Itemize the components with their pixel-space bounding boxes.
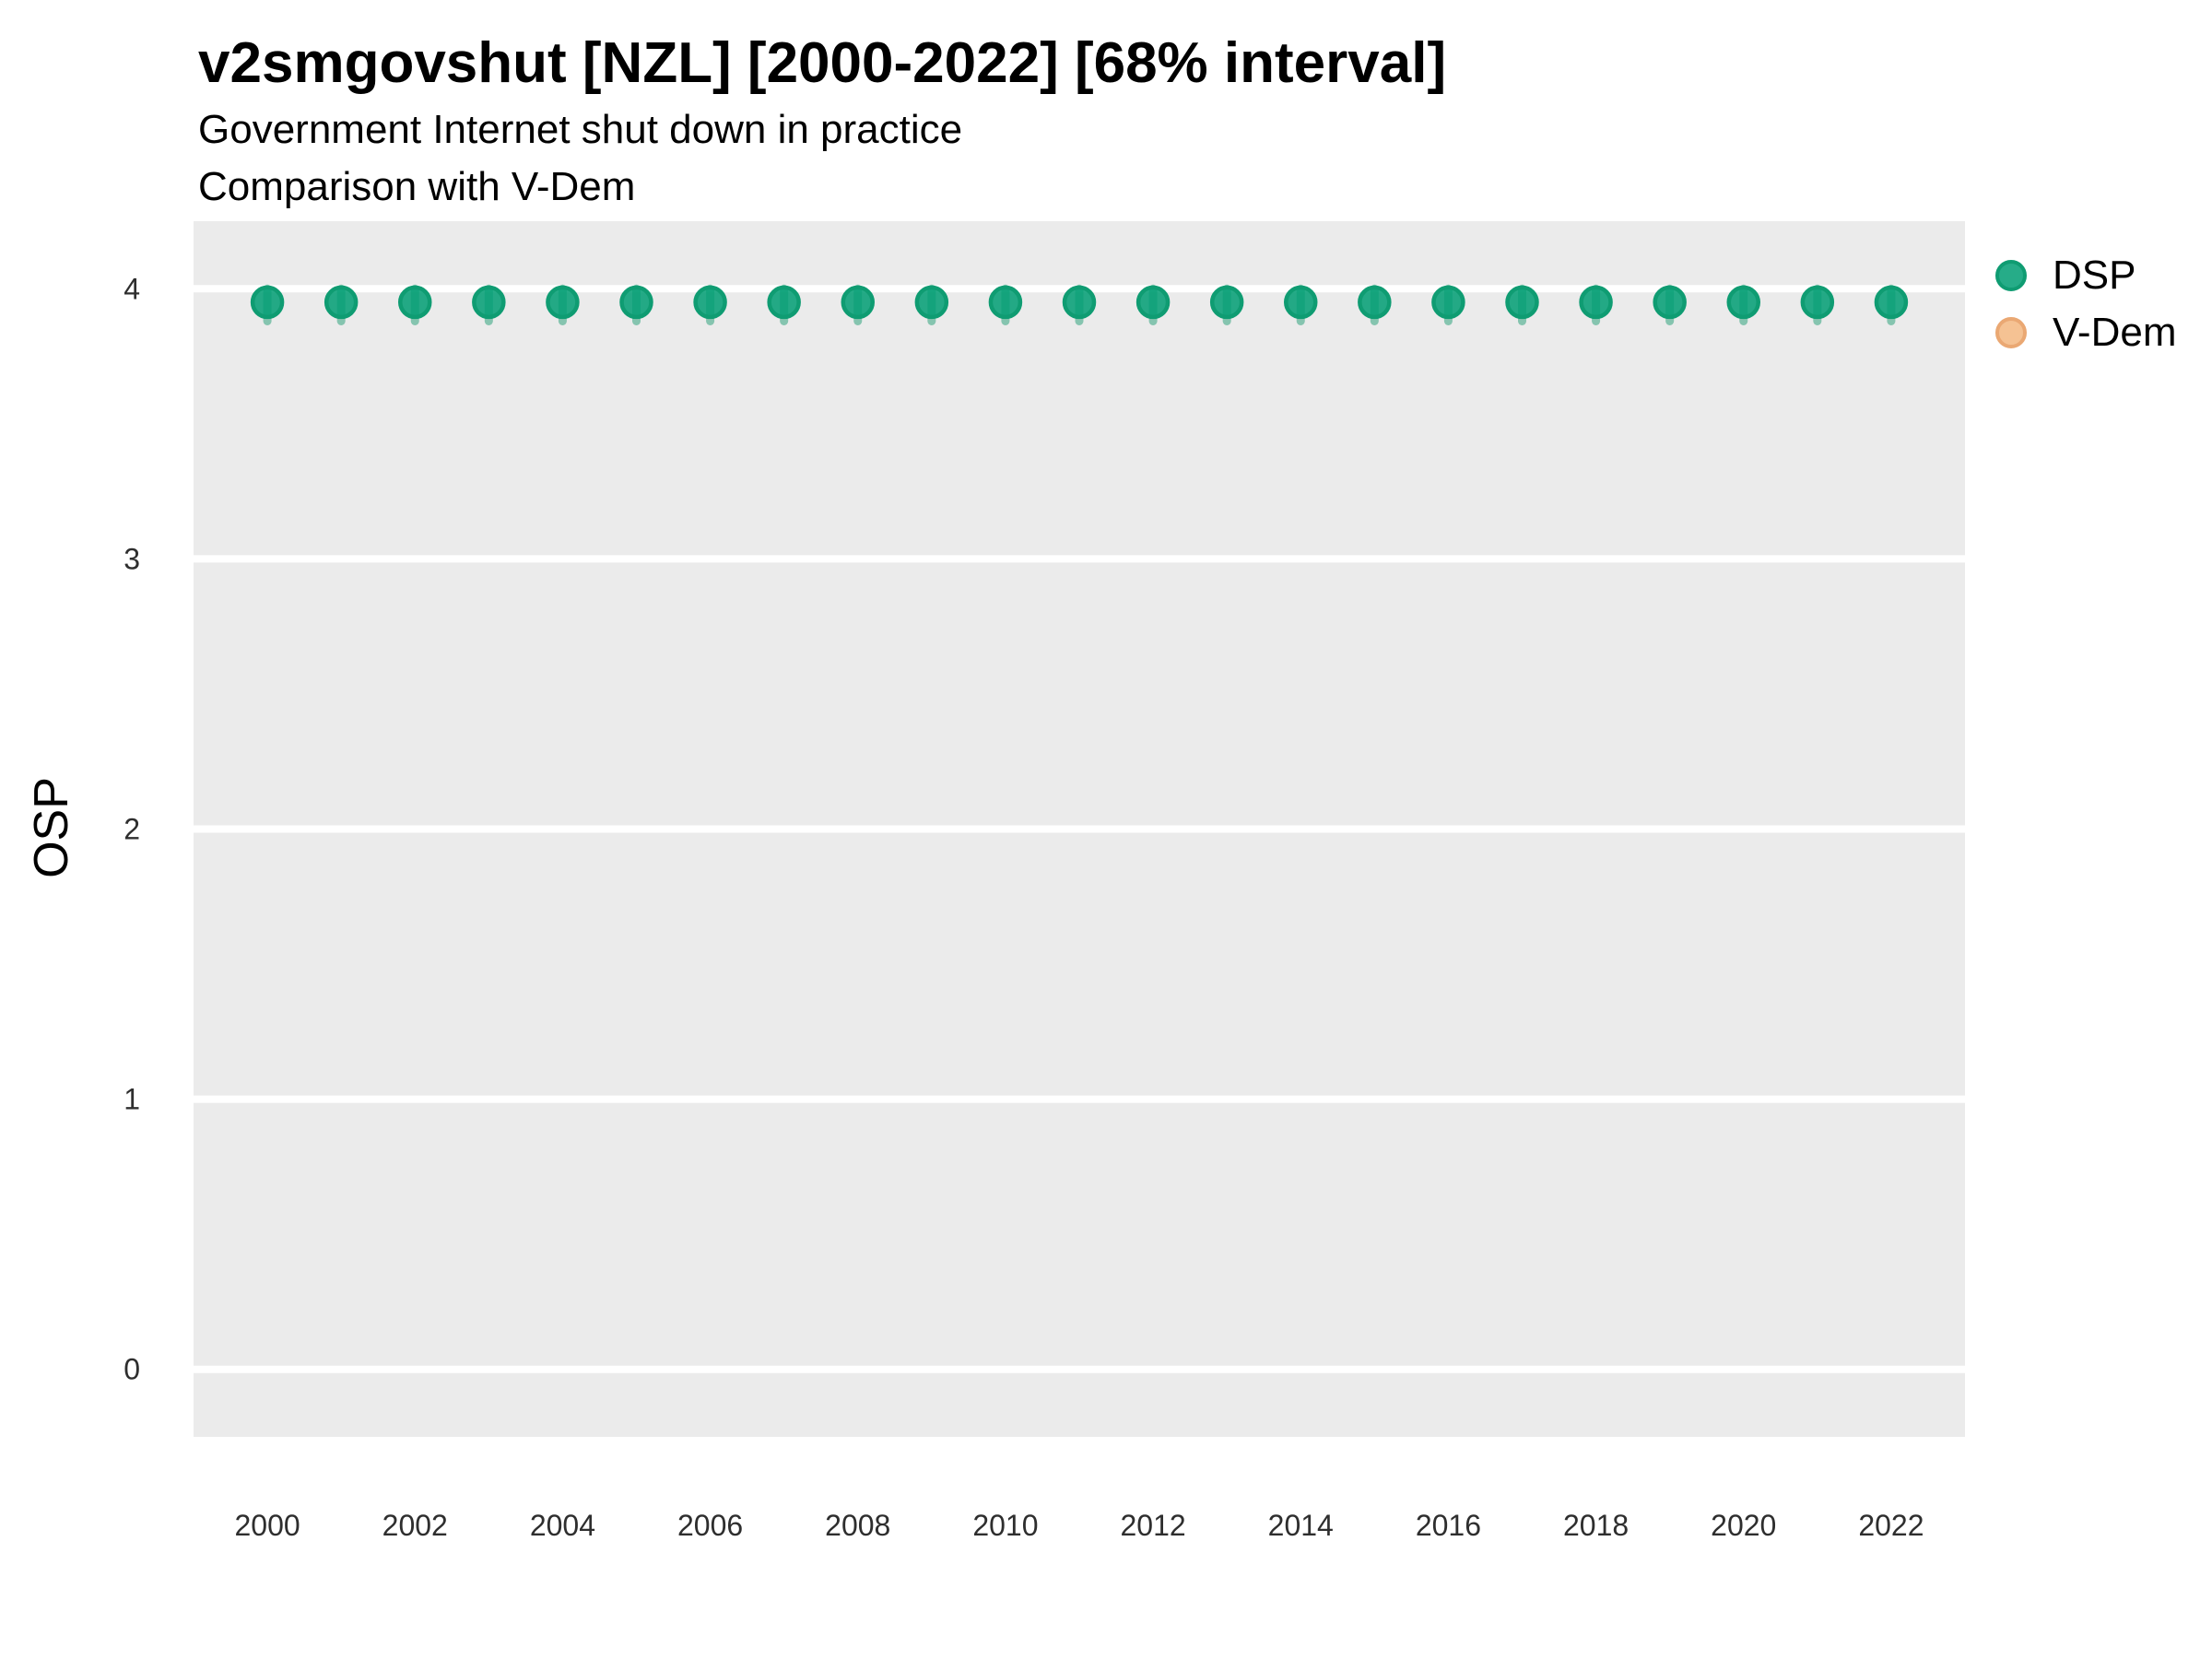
dsp-point-2004 xyxy=(546,285,580,320)
dsp-point-2020 xyxy=(1726,285,1760,320)
x-tick-label-2022: 2022 xyxy=(1858,1509,1924,1542)
dsp-point-2022 xyxy=(1874,285,1909,320)
y-tick-label-2: 2 xyxy=(124,813,140,846)
x-tick-label-2012: 2012 xyxy=(1120,1509,1185,1542)
x-tick-label-2014: 2014 xyxy=(1268,1509,1334,1542)
x-tick-label-2016: 2016 xyxy=(1416,1509,1481,1542)
dsp-point-2000 xyxy=(250,285,285,320)
dsp-point-2016 xyxy=(1431,285,1465,320)
legend: DSP V-Dem xyxy=(1995,251,2176,358)
dsp-point-2007 xyxy=(767,285,801,320)
dsp-point-2012 xyxy=(1135,285,1171,320)
y-axis-title: OSP xyxy=(25,777,78,878)
x-tick-label-2002: 2002 xyxy=(382,1509,448,1542)
legend-label-dsp: DSP xyxy=(2053,253,2136,298)
chart-subtitle-line2: Comparison with V-Dem xyxy=(198,164,636,209)
x-tick-label-2010: 2010 xyxy=(972,1509,1038,1542)
dsp-point-2009 xyxy=(914,285,949,320)
vdem-legend-key-icon xyxy=(1995,317,2027,348)
x-tick-label-2004: 2004 xyxy=(530,1509,595,1542)
dsp-point-2015 xyxy=(1358,285,1392,320)
dsp-point-2021 xyxy=(1800,285,1835,320)
x-tick-label-2000: 2000 xyxy=(234,1509,300,1542)
dsp-point-2006 xyxy=(693,285,727,320)
x-tick-label-2018: 2018 xyxy=(1563,1509,1629,1542)
dsp-point-2014 xyxy=(1284,285,1318,320)
legend-item-dsp: DSP xyxy=(1995,251,2176,300)
dsp-point-2011 xyxy=(1062,285,1097,320)
x-tick-label-2020: 2020 xyxy=(1711,1509,1776,1542)
chart-subtitle: Government Internet shut down in practic… xyxy=(198,107,963,152)
dsp-point-2013 xyxy=(1209,285,1244,320)
y-tick-label-3: 3 xyxy=(124,542,140,575)
legend-label-vdem: V-Dem xyxy=(2053,310,2177,355)
dsp-point-2001 xyxy=(324,285,359,320)
legend-item-vdem: V-Dem xyxy=(1995,308,2176,358)
x-tick-label-2006: 2006 xyxy=(677,1509,743,1542)
dsp-legend-key-icon xyxy=(1995,260,2027,291)
x-tick-label-2008: 2008 xyxy=(825,1509,890,1542)
dsp-point-2005 xyxy=(619,285,653,320)
y-tick-label-1: 1 xyxy=(124,1083,140,1116)
y-tick-label-0: 0 xyxy=(124,1353,140,1386)
dsp-point-2019 xyxy=(1653,285,1687,320)
chart-title: v2smgovshut [NZL] [2000-2022] [68% inter… xyxy=(198,31,1447,95)
dsp-point-2018 xyxy=(1579,285,1613,320)
y-tick-label-4: 4 xyxy=(124,272,140,305)
dsp-point-2002 xyxy=(398,285,432,320)
dsp-point-2010 xyxy=(988,285,1023,320)
dsp-point-2008 xyxy=(841,285,875,320)
dsp-point-2003 xyxy=(472,285,506,320)
dsp-point-2017 xyxy=(1505,285,1539,320)
